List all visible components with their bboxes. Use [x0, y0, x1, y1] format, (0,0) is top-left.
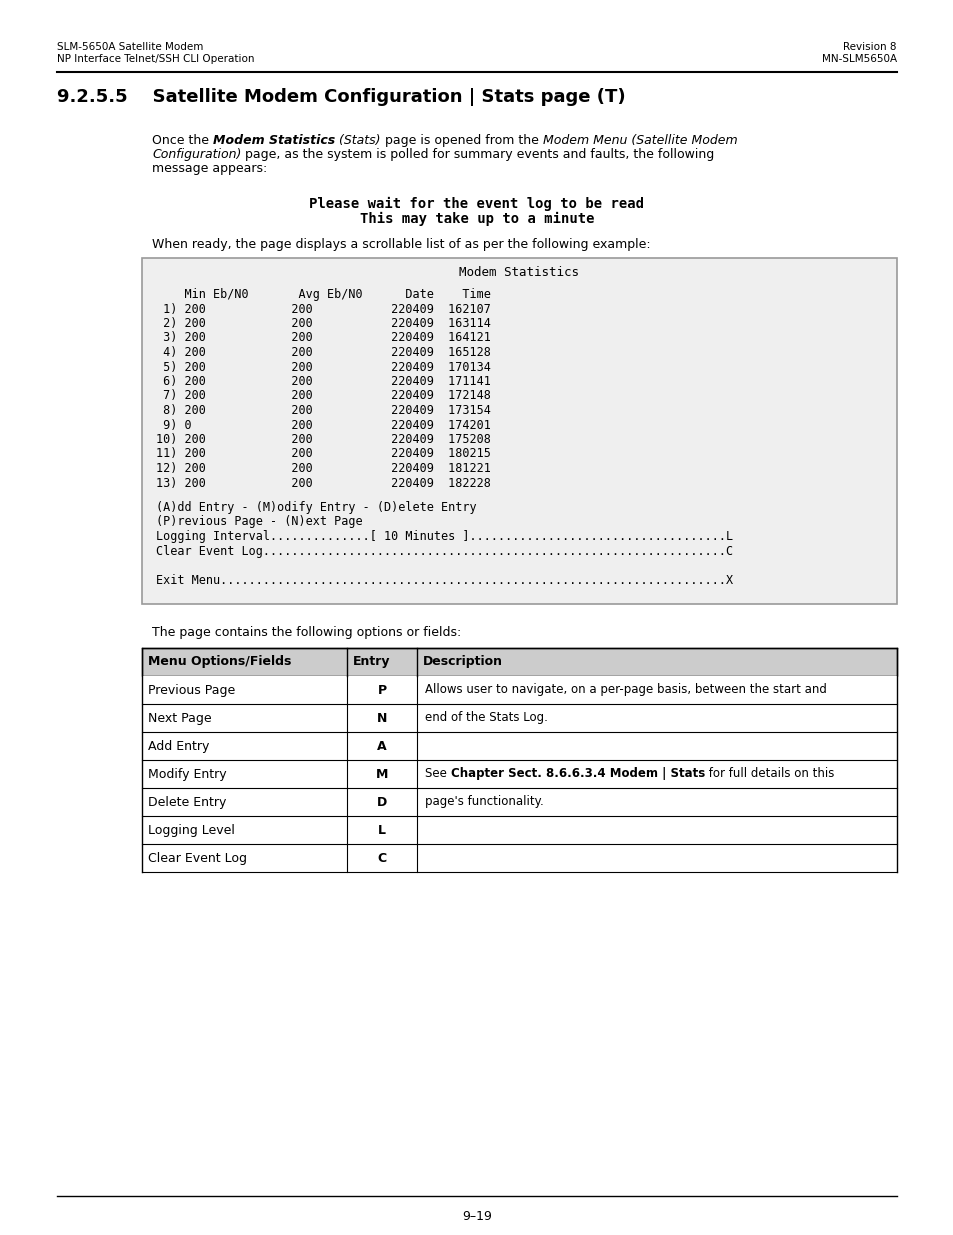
- Text: C: C: [377, 852, 386, 864]
- Text: Entry: Entry: [353, 655, 390, 668]
- Text: Description: Description: [422, 655, 502, 668]
- Text: See: See: [424, 767, 450, 781]
- Text: (A)dd Entry - (M)odify Entry - (D)elete Entry: (A)dd Entry - (M)odify Entry - (D)elete …: [156, 501, 476, 514]
- Text: 10) 200            200           220409  175208: 10) 200 200 220409 175208: [156, 433, 491, 446]
- Text: Configuration): Configuration): [152, 148, 241, 161]
- Bar: [142, 676, 896, 704]
- Text: Logging Level: Logging Level: [148, 824, 234, 837]
- Text: 6) 200            200           220409  171141: 6) 200 200 220409 171141: [156, 375, 491, 388]
- Text: This may take up to a minute: This may take up to a minute: [359, 212, 594, 226]
- Text: 5) 200            200           220409  170134: 5) 200 200 220409 170134: [156, 361, 491, 373]
- Text: (P)revious Page - (N)ext Page: (P)revious Page - (N)ext Page: [156, 515, 362, 529]
- Bar: [142, 816, 896, 844]
- Text: Menu Options/Fields: Menu Options/Fields: [148, 655, 291, 668]
- Text: for full details on this: for full details on this: [704, 767, 833, 781]
- Bar: [142, 648, 896, 676]
- Text: The page contains the following options or fields:: The page contains the following options …: [152, 626, 460, 638]
- Text: Previous Page: Previous Page: [148, 684, 235, 697]
- Text: 8) 200            200           220409  173154: 8) 200 200 220409 173154: [156, 404, 491, 417]
- Bar: [142, 844, 896, 872]
- Text: 4) 200            200           220409  165128: 4) 200 200 220409 165128: [156, 346, 491, 359]
- Text: page, as the system is polled for summary events and faults, the following: page, as the system is polled for summar…: [241, 148, 714, 161]
- Text: 9) 0              200           220409  174201: 9) 0 200 220409 174201: [156, 419, 491, 431]
- Bar: [142, 760, 896, 788]
- Text: SLM-5650A Satellite Modem: SLM-5650A Satellite Modem: [57, 42, 203, 52]
- Text: Revision 8: Revision 8: [842, 42, 896, 52]
- Bar: [142, 732, 896, 760]
- Text: Next Page: Next Page: [148, 713, 212, 725]
- Text: Modify Entry: Modify Entry: [148, 768, 227, 781]
- Text: message appears:: message appears:: [152, 162, 267, 175]
- Bar: [142, 648, 896, 676]
- Text: 1) 200            200           220409  162107: 1) 200 200 220409 162107: [156, 303, 491, 315]
- Text: N: N: [376, 713, 387, 725]
- Text: page is opened from the: page is opened from the: [380, 135, 542, 147]
- Text: end of the Stats Log.: end of the Stats Log.: [424, 711, 547, 724]
- Text: 9–19: 9–19: [461, 1210, 492, 1223]
- Text: L: L: [377, 824, 386, 837]
- Text: Chapter Sect. 8.6.6.3.4 Modem | Stats: Chapter Sect. 8.6.6.3.4 Modem | Stats: [450, 767, 704, 781]
- Bar: [142, 788, 896, 816]
- Bar: [142, 258, 896, 604]
- Bar: [142, 704, 896, 732]
- Text: Clear Event Log: Clear Event Log: [148, 852, 247, 864]
- Text: Modem Statistics: Modem Statistics: [213, 135, 335, 147]
- Text: 9.2.5.5    Satellite Modem Configuration | Stats page (T): 9.2.5.5 Satellite Modem Configuration | …: [57, 88, 625, 106]
- Text: 13) 200            200           220409  182228: 13) 200 200 220409 182228: [156, 477, 491, 489]
- Text: When ready, the page displays a scrollable list of as per the following example:: When ready, the page displays a scrollab…: [152, 238, 650, 251]
- Text: M: M: [375, 768, 388, 781]
- Text: Modem Statistics: Modem Statistics: [459, 266, 578, 279]
- Text: P: P: [377, 684, 386, 697]
- Text: D: D: [376, 797, 387, 809]
- Text: Once the: Once the: [152, 135, 213, 147]
- Text: Allows user to navigate, on a per-page basis, between the start and: Allows user to navigate, on a per-page b…: [424, 683, 826, 697]
- Text: Modem Menu (Satellite Modem: Modem Menu (Satellite Modem: [542, 135, 737, 147]
- Text: page's functionality.: page's functionality.: [424, 795, 543, 808]
- Text: Delete Entry: Delete Entry: [148, 797, 226, 809]
- Text: Clear Event Log.................................................................: Clear Event Log.........................…: [156, 545, 732, 557]
- Text: A: A: [376, 740, 386, 753]
- Text: 2) 200            200           220409  163114: 2) 200 200 220409 163114: [156, 317, 491, 330]
- Text: 7) 200            200           220409  172148: 7) 200 200 220409 172148: [156, 389, 491, 403]
- Text: 12) 200            200           220409  181221: 12) 200 200 220409 181221: [156, 462, 491, 475]
- Text: Exit Menu.......................................................................: Exit Menu...............................…: [156, 573, 732, 587]
- Text: Logging Interval..............[ 10 Minutes ]....................................: Logging Interval..............[ 10 Minut…: [156, 530, 732, 543]
- Text: Add Entry: Add Entry: [148, 740, 209, 753]
- Text: 11) 200            200           220409  180215: 11) 200 200 220409 180215: [156, 447, 491, 461]
- Text: Min Eb/N0       Avg Eb/N0      Date    Time: Min Eb/N0 Avg Eb/N0 Date Time: [156, 288, 491, 301]
- Text: (Stats): (Stats): [335, 135, 380, 147]
- Text: NP Interface Telnet/SSH CLI Operation: NP Interface Telnet/SSH CLI Operation: [57, 54, 254, 64]
- Text: 3) 200            200           220409  164121: 3) 200 200 220409 164121: [156, 331, 491, 345]
- Text: MN-SLM5650A: MN-SLM5650A: [821, 54, 896, 64]
- Text: Please wait for the event log to be read: Please wait for the event log to be read: [309, 198, 644, 211]
